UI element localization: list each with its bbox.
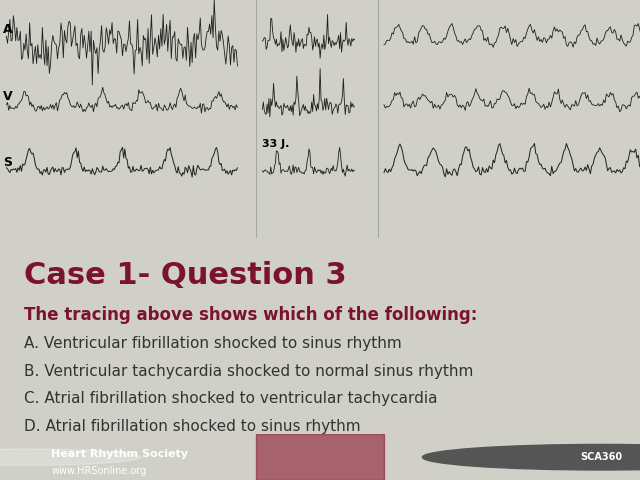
Text: V: V [3, 90, 13, 103]
Text: C. Atrial fibrillation shocked to ventricular tachycardia: C. Atrial fibrillation shocked to ventri… [24, 391, 437, 406]
Text: D. Atrial fibrillation shocked to sinus rhythm: D. Atrial fibrillation shocked to sinus … [24, 419, 360, 433]
Text: www.HRSonline.org: www.HRSonline.org [51, 467, 147, 476]
Text: Case 1- Question 3: Case 1- Question 3 [24, 261, 346, 290]
Text: 33 J.: 33 J. [262, 139, 290, 149]
Bar [256, 434, 384, 480]
Text: A: A [3, 23, 13, 36]
Circle shape [422, 444, 640, 470]
Text: Heart Rhythm Society: Heart Rhythm Society [51, 449, 188, 459]
Text: The tracing above shows which of the following:: The tracing above shows which of the fol… [24, 306, 477, 324]
Text: A. Ventricular fibrillation shocked to sinus rhythm: A. Ventricular fibrillation shocked to s… [24, 336, 401, 351]
Circle shape [0, 449, 141, 466]
Text: B. Ventricular tachycardia shocked to normal sinus rhythm: B. Ventricular tachycardia shocked to no… [24, 363, 473, 379]
Text: S: S [3, 156, 12, 169]
Text: SCA360: SCA360 [580, 452, 623, 462]
